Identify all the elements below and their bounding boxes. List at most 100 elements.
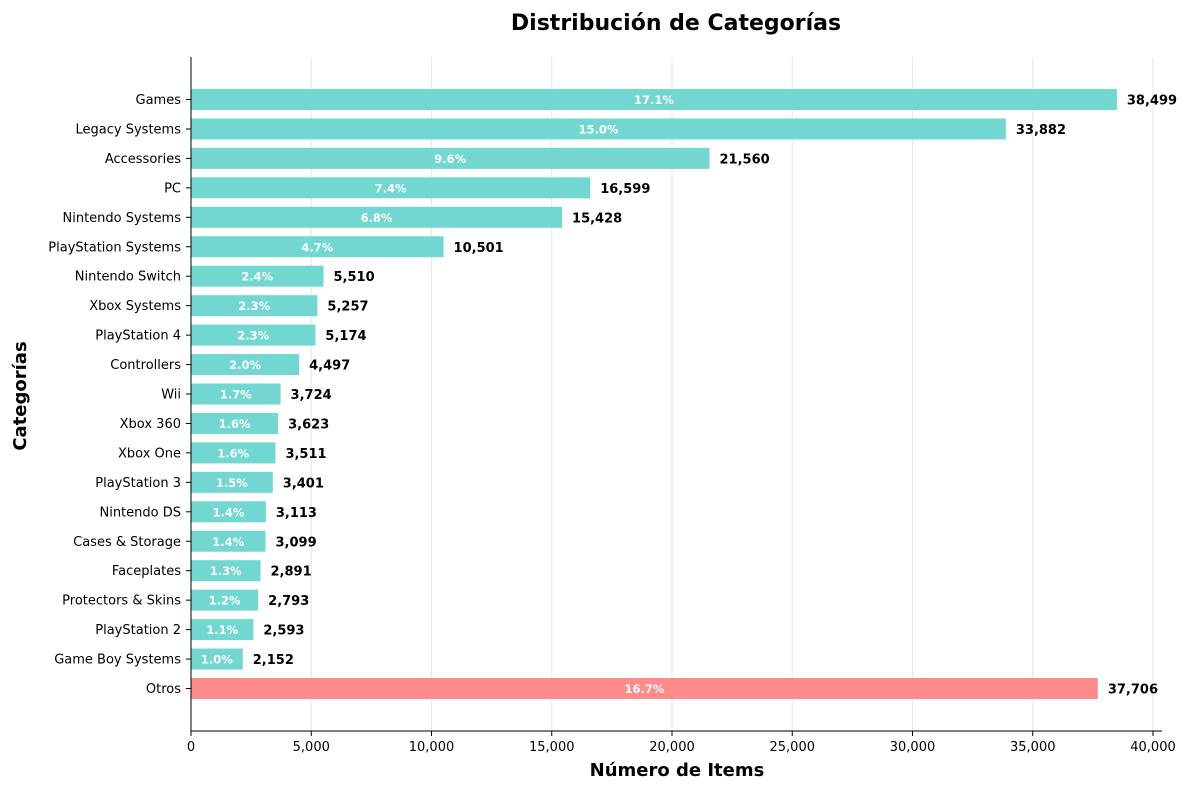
bar — [191, 118, 1006, 140]
category-label: Games — [136, 93, 182, 108]
x-tick-label: 25,000 — [770, 740, 816, 755]
bar — [191, 147, 710, 169]
bar — [191, 324, 316, 346]
bar-percent-label: 1.3% — [210, 564, 242, 578]
category-label: Game Boy Systems — [54, 653, 181, 668]
bar-value-label: 2,593 — [263, 624, 304, 639]
bar — [191, 177, 591, 199]
bar — [191, 560, 261, 582]
category-label: PC — [164, 181, 181, 196]
bar-labels: 17.1% 38,499 15.0% 33,882 9.6% 21,560 7.4% 16,5… — [201, 93, 1177, 698]
bar-percent-label: 1.6% — [219, 417, 251, 431]
x-tick-label: 0 — [187, 740, 195, 755]
grid-lines — [310, 57, 1154, 731]
bar — [191, 471, 273, 493]
bar-percent-label: 7.4% — [375, 181, 407, 195]
bar-percent-label: 2.3% — [237, 329, 269, 343]
x-tick-label: 20,000 — [649, 740, 695, 755]
bar-percent-label: 4.7% — [301, 240, 333, 254]
x-axis-ticks: 0 5,000 10,000 15,000 20,000 25,000 30,000 35,0… — [187, 731, 1176, 755]
bar-value-label: 10,501 — [454, 241, 504, 256]
bar-percent-label: 2.3% — [238, 299, 270, 313]
category-label: Xbox 360 — [120, 417, 181, 432]
bar-percent-label: 16.7% — [624, 682, 664, 696]
bar — [191, 678, 1098, 699]
bar-value-label: 5,174 — [325, 329, 366, 344]
x-tick-label: 10,000 — [409, 740, 455, 755]
y-axis-label: Categorías — [10, 341, 31, 450]
bar-value-label: 16,599 — [600, 182, 650, 197]
category-label: Nintendo Switch — [75, 270, 181, 285]
category-label: Protectors & Skins — [62, 594, 181, 609]
category-label: Controllers — [110, 358, 181, 373]
bar-percent-label: 1.7% — [220, 388, 252, 402]
bar-value-label: 21,560 — [720, 152, 770, 167]
category-label: Otros — [146, 682, 181, 697]
bar-value-label: 37,706 — [1108, 683, 1158, 698]
bar-value-label: 3,113 — [276, 506, 317, 521]
x-tick-label: 35,000 — [1010, 740, 1056, 755]
bar — [191, 501, 266, 523]
bar — [191, 206, 563, 228]
bar-value-label: 3,511 — [285, 447, 326, 462]
category-label: Wii — [161, 388, 181, 403]
bar-percent-label: 2.4% — [241, 270, 273, 284]
bar-percent-label: 1.6% — [217, 446, 249, 460]
category-label: Legacy Systems — [76, 122, 182, 137]
bar-value-label: 3,623 — [288, 417, 329, 432]
bar — [191, 265, 324, 287]
category-label: Cases & Storage — [73, 535, 181, 550]
x-tick-label: 5,000 — [293, 740, 330, 755]
bar-percent-label: 1.4% — [212, 535, 244, 549]
bar-percent-label: 6.8% — [361, 211, 393, 225]
y-axis-ticks: Games Legacy Systems Accessories PC Nintendo… — [48, 93, 191, 697]
bar-value-label: 3,724 — [291, 388, 332, 403]
x-tick-label: 30,000 — [890, 740, 936, 755]
category-label: PlayStation 2 — [95, 623, 181, 638]
bar — [191, 619, 254, 641]
bar-value-label: 2,152 — [253, 653, 294, 668]
bar-percent-label: 1.0% — [201, 653, 233, 667]
bar — [191, 530, 266, 552]
bar-value-label: 2,793 — [268, 594, 309, 609]
category-label: PlayStation 3 — [95, 476, 181, 491]
bar-value-label: 2,891 — [271, 565, 312, 580]
x-tick-label: 15,000 — [529, 740, 575, 755]
x-axis-label: Número de Items — [590, 760, 765, 781]
bar-percent-label: 1.4% — [212, 505, 244, 519]
category-label: Accessories — [105, 152, 181, 167]
category-label: Xbox One — [118, 446, 181, 461]
bar-value-label: 5,257 — [327, 300, 368, 315]
bar — [191, 295, 318, 317]
category-label: PlayStation Systems — [48, 240, 181, 255]
bar-percent-label: 9.6% — [434, 152, 466, 166]
bar-value-label: 5,510 — [334, 270, 375, 285]
bar — [191, 442, 276, 464]
bar-percent-label: 15.0% — [578, 122, 618, 136]
bar-value-label: 33,882 — [1016, 123, 1066, 138]
category-label: Xbox Systems — [89, 299, 181, 314]
bar-value-label: 3,401 — [283, 476, 324, 491]
bars — [191, 89, 1117, 699]
bar-percent-label: 1.1% — [206, 623, 238, 637]
bar-value-label: 4,497 — [309, 359, 350, 374]
bar-value-label: 38,499 — [1127, 94, 1177, 109]
bar-percent-label: 1.2% — [209, 594, 241, 608]
category-label: PlayStation 4 — [95, 329, 181, 344]
bar-value-label: 15,428 — [572, 211, 622, 226]
bar-value-label: 3,099 — [276, 535, 317, 550]
category-label: Faceplates — [112, 564, 181, 579]
bar-percent-label: 1.5% — [216, 476, 248, 490]
bar — [191, 589, 259, 611]
x-tick-label: 40,000 — [1130, 740, 1176, 755]
bar-percent-label: 17.1% — [634, 93, 674, 107]
chart-title: Distribución de Categorías — [511, 11, 841, 36]
bar — [191, 354, 300, 376]
bar — [191, 236, 444, 258]
bar — [191, 412, 279, 434]
category-label: Nintendo DS — [99, 505, 181, 520]
bar — [191, 89, 1117, 110]
bar — [191, 383, 281, 405]
category-label: Nintendo Systems — [63, 211, 182, 226]
